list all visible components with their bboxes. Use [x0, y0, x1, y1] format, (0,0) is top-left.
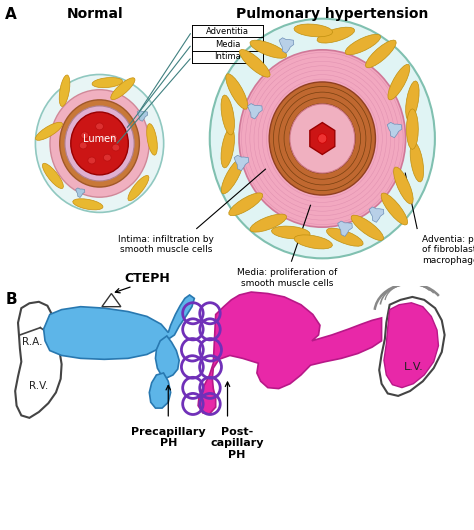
- Ellipse shape: [81, 132, 89, 139]
- Polygon shape: [250, 40, 287, 58]
- Ellipse shape: [109, 134, 117, 141]
- Polygon shape: [221, 95, 235, 135]
- Ellipse shape: [65, 106, 134, 181]
- Polygon shape: [229, 193, 263, 216]
- Ellipse shape: [210, 19, 435, 258]
- Polygon shape: [410, 142, 424, 182]
- Text: CTEPH: CTEPH: [124, 272, 170, 285]
- Polygon shape: [388, 65, 410, 100]
- Text: Post-
capillary
PH: Post- capillary PH: [210, 427, 264, 460]
- Text: Normal: Normal: [66, 7, 123, 21]
- Polygon shape: [351, 215, 383, 241]
- Polygon shape: [128, 175, 149, 201]
- Text: Precapillary
PH: Precapillary PH: [131, 427, 206, 448]
- Text: Media: proliferation of
smooth muscle cells: Media: proliferation of smooth muscle ce…: [237, 268, 337, 287]
- Polygon shape: [44, 295, 194, 359]
- Text: Lumen: Lumen: [83, 135, 116, 144]
- Text: Media: Media: [215, 40, 240, 49]
- Polygon shape: [155, 336, 179, 378]
- Text: Adventia: proliferation
of fibroblasts and
macrophages: Adventia: proliferation of fibroblasts a…: [422, 235, 474, 265]
- Ellipse shape: [79, 142, 87, 149]
- Ellipse shape: [96, 123, 103, 130]
- Ellipse shape: [71, 112, 128, 175]
- Polygon shape: [393, 167, 413, 204]
- Text: R.V.: R.V.: [29, 381, 48, 391]
- Text: Intima: infiltration by
smooth muscle cells: Intima: infiltration by smooth muscle ce…: [118, 235, 214, 254]
- Polygon shape: [247, 103, 262, 119]
- Polygon shape: [146, 123, 157, 155]
- Polygon shape: [111, 78, 135, 100]
- Circle shape: [318, 134, 327, 143]
- Polygon shape: [226, 74, 247, 109]
- Text: B: B: [6, 292, 18, 307]
- Polygon shape: [221, 158, 243, 194]
- Polygon shape: [327, 228, 363, 246]
- Polygon shape: [198, 292, 382, 414]
- Text: L.V.: L.V.: [403, 361, 423, 372]
- Polygon shape: [76, 188, 85, 198]
- Ellipse shape: [88, 157, 96, 164]
- Polygon shape: [36, 122, 63, 140]
- Polygon shape: [310, 122, 335, 154]
- Ellipse shape: [269, 82, 375, 195]
- Ellipse shape: [112, 144, 120, 151]
- Ellipse shape: [100, 135, 107, 142]
- Polygon shape: [42, 163, 64, 189]
- Polygon shape: [406, 109, 419, 149]
- Polygon shape: [234, 155, 249, 171]
- Polygon shape: [345, 34, 381, 55]
- Polygon shape: [337, 221, 352, 236]
- Ellipse shape: [50, 90, 149, 197]
- Text: Pulmonary hypertension: Pulmonary hypertension: [236, 7, 428, 21]
- Polygon shape: [384, 303, 438, 387]
- Text: Intima: Intima: [214, 52, 241, 61]
- Polygon shape: [272, 226, 310, 239]
- Text: A: A: [5, 7, 17, 22]
- Ellipse shape: [290, 104, 355, 173]
- Ellipse shape: [60, 100, 139, 187]
- Polygon shape: [137, 110, 148, 121]
- Polygon shape: [294, 235, 332, 249]
- Polygon shape: [294, 24, 333, 37]
- Ellipse shape: [239, 50, 406, 227]
- Polygon shape: [369, 207, 384, 222]
- Polygon shape: [406, 81, 419, 121]
- Polygon shape: [92, 77, 123, 87]
- Text: R.A.: R.A.: [22, 337, 43, 347]
- Polygon shape: [59, 75, 70, 107]
- Text: Adventitia: Adventitia: [206, 27, 249, 36]
- Polygon shape: [221, 128, 235, 168]
- Polygon shape: [365, 40, 396, 68]
- Polygon shape: [250, 214, 287, 232]
- Polygon shape: [149, 373, 171, 408]
- Ellipse shape: [36, 75, 164, 213]
- Polygon shape: [317, 27, 355, 43]
- Ellipse shape: [103, 154, 111, 161]
- Polygon shape: [381, 193, 408, 225]
- Polygon shape: [279, 38, 294, 53]
- Polygon shape: [239, 49, 270, 77]
- Polygon shape: [387, 122, 402, 138]
- Polygon shape: [73, 199, 103, 210]
